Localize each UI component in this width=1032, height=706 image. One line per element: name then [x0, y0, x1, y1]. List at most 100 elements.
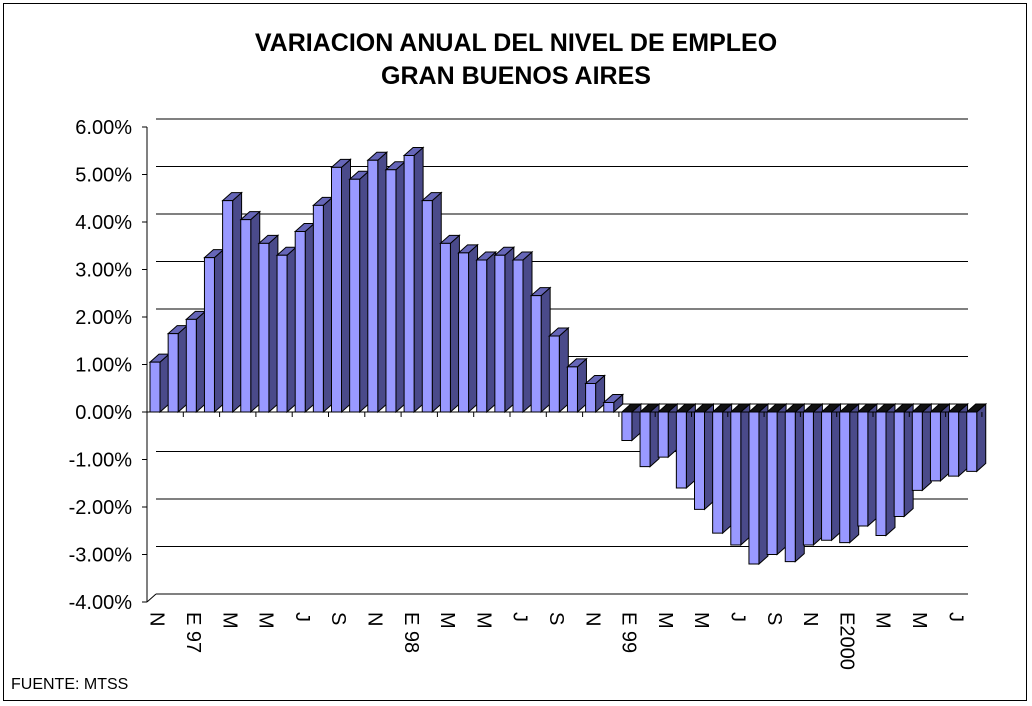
bar: [547, 326, 570, 414]
bar-face: [929, 411, 941, 482]
x-tick-label: M: [908, 612, 930, 629]
bar-face: [331, 166, 342, 413]
bar: [584, 374, 606, 414]
chart-subtitle: GRAN BUENOS AIRES: [381, 62, 651, 90]
x-tick-label: M: [654, 612, 676, 629]
y-tick-label: 0.00%: [75, 402, 132, 424]
x-tick-label: J: [509, 612, 531, 622]
bar-face: [639, 411, 651, 468]
x-tick-label: E2000: [835, 612, 857, 670]
bar-face: [439, 242, 451, 413]
bar-face: [421, 200, 433, 413]
x-tick-label: E 99: [618, 612, 640, 653]
bar: [439, 234, 461, 414]
bar: [420, 191, 443, 414]
bar-face: [240, 219, 252, 413]
bar-face: [458, 252, 470, 413]
bar: [275, 246, 298, 414]
bar-face: [294, 231, 306, 413]
bar-face: [312, 204, 324, 413]
bar: [838, 402, 861, 544]
bar: [348, 170, 370, 414]
y-tick-label: -1.00%: [69, 450, 133, 472]
bar: [166, 324, 189, 414]
bar-face: [766, 411, 778, 555]
bar: [239, 210, 262, 414]
bar-face: [675, 411, 687, 489]
bar-face: [367, 159, 379, 413]
bar-face: [185, 318, 197, 413]
bar-face: [857, 411, 869, 527]
bar-face: [948, 411, 960, 477]
chart-title: VARIACION ANUAL DEL NIVEL DE EMPLEO: [254, 29, 778, 57]
bar-face: [203, 257, 215, 413]
bar-face: [149, 361, 161, 413]
bar-face: [258, 242, 270, 413]
bar: [856, 402, 879, 528]
bar: [820, 402, 842, 542]
bar-face: [349, 178, 361, 413]
bar: [457, 243, 479, 414]
bar-side: [177, 324, 188, 414]
x-tick-label: S: [327, 612, 349, 625]
bar: [620, 402, 643, 442]
x-tick-label: J: [944, 612, 966, 622]
x-tick-label: M: [218, 612, 240, 629]
x-tick-label: N: [799, 612, 821, 626]
bar: [221, 191, 243, 414]
bar-face: [694, 411, 705, 510]
bar: [384, 160, 407, 414]
bar: [910, 402, 933, 492]
bar-face: [839, 411, 851, 544]
bar-face: [385, 169, 397, 413]
y-tick-label: 1.00%: [75, 355, 132, 377]
bar-face: [476, 259, 488, 413]
x-tick-label: N: [364, 612, 386, 626]
x-tick-label: S: [763, 612, 785, 625]
bar-face: [875, 411, 887, 536]
bar: [747, 402, 770, 566]
y-tick-label: 4.00%: [75, 212, 132, 234]
bar: [566, 357, 588, 414]
source-note: FUENTE: MTSS: [11, 676, 129, 693]
bar: [529, 286, 552, 414]
bar: [802, 402, 824, 547]
axis-depth-line: [146, 593, 157, 603]
bar-face: [494, 254, 506, 413]
x-tick-label: M: [472, 612, 494, 629]
bar: [366, 151, 389, 414]
x-tick-label: N: [146, 612, 168, 626]
bar-face: [276, 254, 288, 413]
bar-side: [213, 248, 224, 414]
bar: [874, 402, 897, 537]
bar: [711, 402, 733, 535]
bar-face: [966, 411, 978, 472]
bar: [402, 146, 425, 414]
x-tick-label: N: [581, 612, 603, 626]
bar-face: [821, 411, 833, 541]
bar: [493, 246, 516, 414]
x-tick-label: S: [545, 612, 567, 625]
bar: [312, 196, 334, 414]
bar-face: [893, 411, 905, 517]
bar: [765, 402, 788, 556]
bar-face: [167, 333, 179, 413]
bar-face: [585, 383, 597, 413]
y-tick-label: -3.00%: [69, 545, 133, 567]
bar-face: [603, 402, 615, 413]
bar: [602, 393, 625, 414]
x-tick-label: M: [255, 612, 277, 629]
bar: [511, 250, 534, 414]
y-tick-label: 5.00%: [75, 165, 132, 187]
bar-face: [512, 259, 524, 413]
bar: [729, 402, 752, 547]
bar: [330, 158, 352, 414]
bar-side: [286, 246, 297, 414]
bar-face: [548, 335, 560, 413]
bar-face: [222, 200, 234, 413]
bar-face: [730, 411, 742, 546]
bar: [783, 402, 806, 563]
y-tick-label: 6.00%: [75, 117, 132, 139]
